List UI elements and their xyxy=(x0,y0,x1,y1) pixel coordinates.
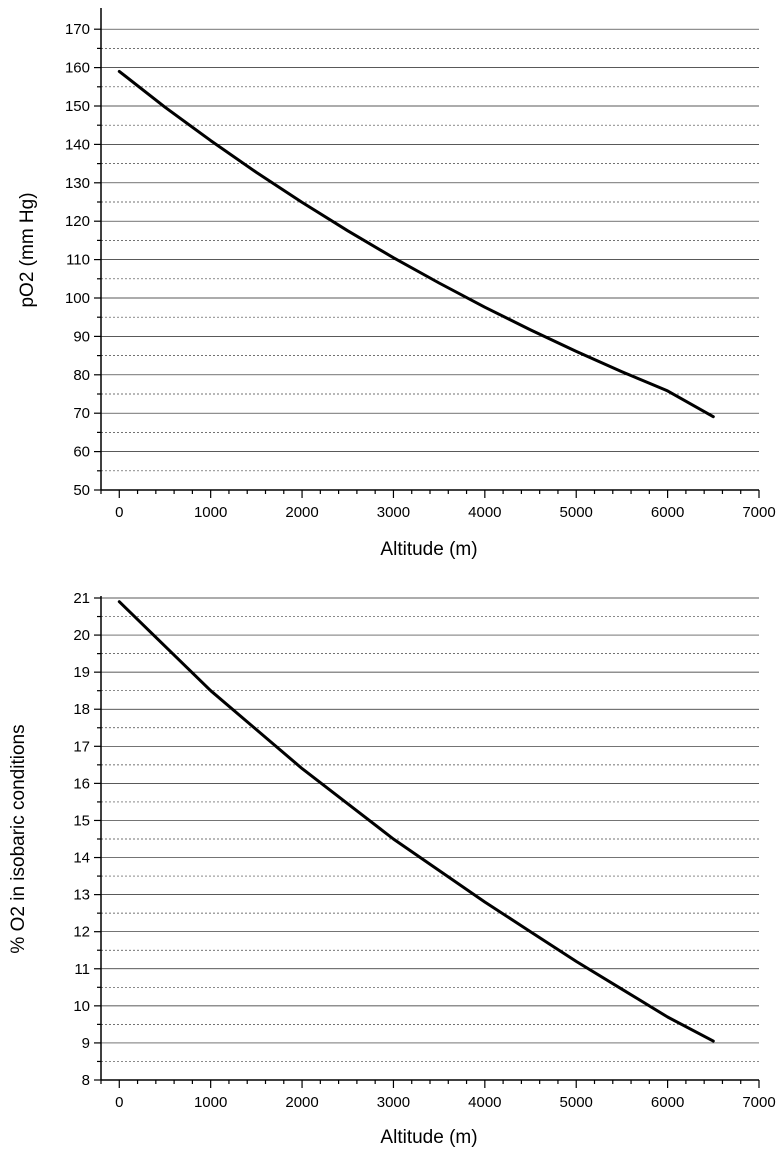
y-tick-label: 110 xyxy=(66,252,90,269)
series-line xyxy=(117,600,715,1043)
y-tick-label: 60 xyxy=(73,444,90,461)
x-tick-label: 1000 xyxy=(194,504,227,521)
chart-percent-o2-vs-altitude: 8 9 10 11 12 13 14 15 16 17 18 19 20 21 0 1000 2000 3000 4… xyxy=(8,590,776,1148)
x-tick-label: 6000 xyxy=(651,504,684,521)
y-tick-label: 20 xyxy=(73,627,90,644)
x-tick-label: 0 xyxy=(115,1094,123,1111)
x-tick-label: 6000 xyxy=(651,1094,684,1111)
y-tick-label: 9 xyxy=(82,1035,90,1052)
y-tick-label: 50 xyxy=(73,482,90,499)
y-tick-label: 10 xyxy=(73,998,90,1015)
x-tick-label: 3000 xyxy=(377,1094,410,1111)
series-line xyxy=(117,69,715,419)
x-axis-title: Altitude (m) xyxy=(380,1127,477,1148)
x-tick-label: 4000 xyxy=(468,504,501,521)
chart-po2-vs-altitude: 50 60 70 80 90 100 110 120 130 140 150 160 170 0 1000 2… xyxy=(17,8,776,560)
y-tick-label: 16 xyxy=(73,775,90,792)
y-tick-label: 11 xyxy=(74,961,90,978)
y-tick-label: 8 xyxy=(82,1072,90,1089)
y-tick-label: 17 xyxy=(73,738,90,755)
x-tick-label: 7000 xyxy=(742,504,775,521)
x-axis-title: Altitude (m) xyxy=(380,539,477,560)
y-tick-label: 90 xyxy=(73,328,90,345)
y-tick-label: 70 xyxy=(73,405,90,422)
x-tick-label: 3000 xyxy=(377,504,410,521)
y-tick-label: 15 xyxy=(73,812,90,829)
y-tick-label: 100 xyxy=(65,290,90,307)
x-tick-label: 1000 xyxy=(194,1094,227,1111)
x-tick-label: 2000 xyxy=(285,504,318,521)
y-tick-label: 13 xyxy=(73,887,90,904)
y-tick-label: 130 xyxy=(65,175,90,192)
x-tick-label: 5000 xyxy=(560,504,593,521)
y-tick-label: 12 xyxy=(73,924,90,941)
y-tick-label: 21 xyxy=(73,590,90,607)
x-tick-label: 0 xyxy=(115,504,123,521)
y-tick-label: 18 xyxy=(73,701,90,718)
y-tick-label: 140 xyxy=(65,136,90,153)
y-tick-label: 80 xyxy=(73,367,90,384)
y-axis-title: % O2 in isobaric conditions xyxy=(8,724,29,953)
x-tick-label: 2000 xyxy=(285,1094,318,1111)
y-tick-label: 120 xyxy=(65,213,90,230)
y-tick-label: 160 xyxy=(65,60,90,77)
y-axis-title: pO2 (mm Hg) xyxy=(17,192,38,307)
x-tick-label: 4000 xyxy=(468,1094,501,1111)
y-tick-label: 19 xyxy=(73,664,90,681)
y-tick-label: 150 xyxy=(65,98,90,115)
x-tick-label: 5000 xyxy=(560,1094,593,1111)
y-tick-label: 170 xyxy=(65,21,90,38)
x-tick-label: 7000 xyxy=(742,1094,775,1111)
y-tick-label: 14 xyxy=(73,850,90,867)
